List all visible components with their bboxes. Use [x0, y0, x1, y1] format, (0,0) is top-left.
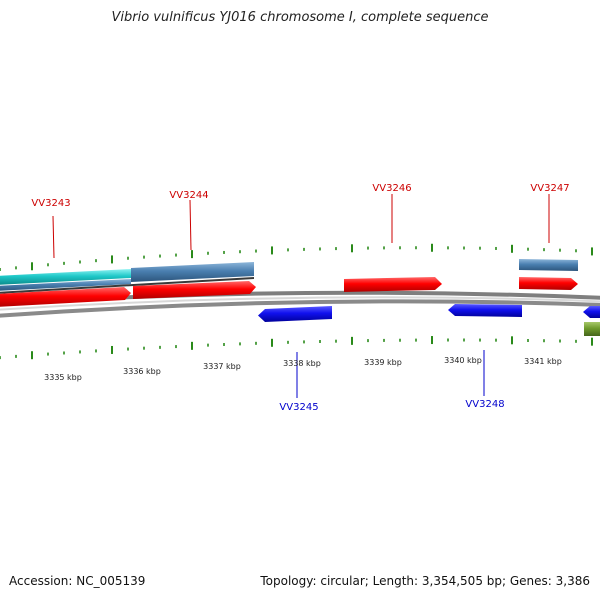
leader-vv3244: [189, 199, 192, 251]
backbone-inner: [0, 299, 600, 318]
gene-label-vv3244: VV3244: [169, 190, 208, 201]
cds-forward-vv3247: [519, 277, 578, 290]
forward-strand-ticks: [0, 243, 593, 271]
scale-label-3339: 3339 kbp: [364, 358, 402, 367]
backbone-highlight: [0, 296, 600, 311]
scale-label-3341: 3341 kbp: [524, 357, 562, 366]
gene-block-cyan: [0, 269, 131, 285]
scale-label-3337: 3337 kbp: [203, 362, 241, 371]
leader-vv3243: [52, 215, 55, 259]
cds-forward-vv3246: [344, 277, 442, 292]
gene-label-vv3246: VV3246: [372, 183, 411, 194]
cds-forward-vv3244: [133, 281, 256, 299]
cds-reverse-vv3245: [258, 306, 332, 322]
scale-label-3336: 3336 kbp: [123, 367, 161, 376]
gene-label-vv3243: VV3243: [31, 198, 70, 209]
scale-label-3335: 3335 kbp: [44, 373, 82, 382]
gene-block-vv3247: [519, 259, 578, 271]
feature-olive-partial: [584, 322, 600, 336]
footer-accession: Accession: NC_005139: [9, 574, 146, 588]
gene-label-vv3248: VV3248: [465, 399, 504, 410]
scale-label-3340: 3340 kbp: [444, 356, 482, 365]
scale-label-3338: 3338 kbp: [283, 359, 321, 368]
reverse-strand-ticks: [0, 336, 593, 360]
map-title: Vibrio vulnificus YJ016 chromosome I, co…: [111, 10, 489, 25]
cds-reverse-partial: [583, 306, 600, 318]
cds-reverse-vv3248: [448, 304, 522, 317]
gene-block-steel-left: [0, 279, 131, 291]
gene-label-vv3245: VV3245: [279, 402, 318, 413]
gene-block-underline: [0, 277, 254, 294]
gene-block-vv3244: [131, 262, 254, 282]
gene-label-vv3247: VV3247: [530, 183, 569, 194]
footer-summary: Topology: circular; Length: 3,354,505 bp…: [260, 574, 590, 588]
cds-forward-vv3243: [0, 287, 131, 307]
